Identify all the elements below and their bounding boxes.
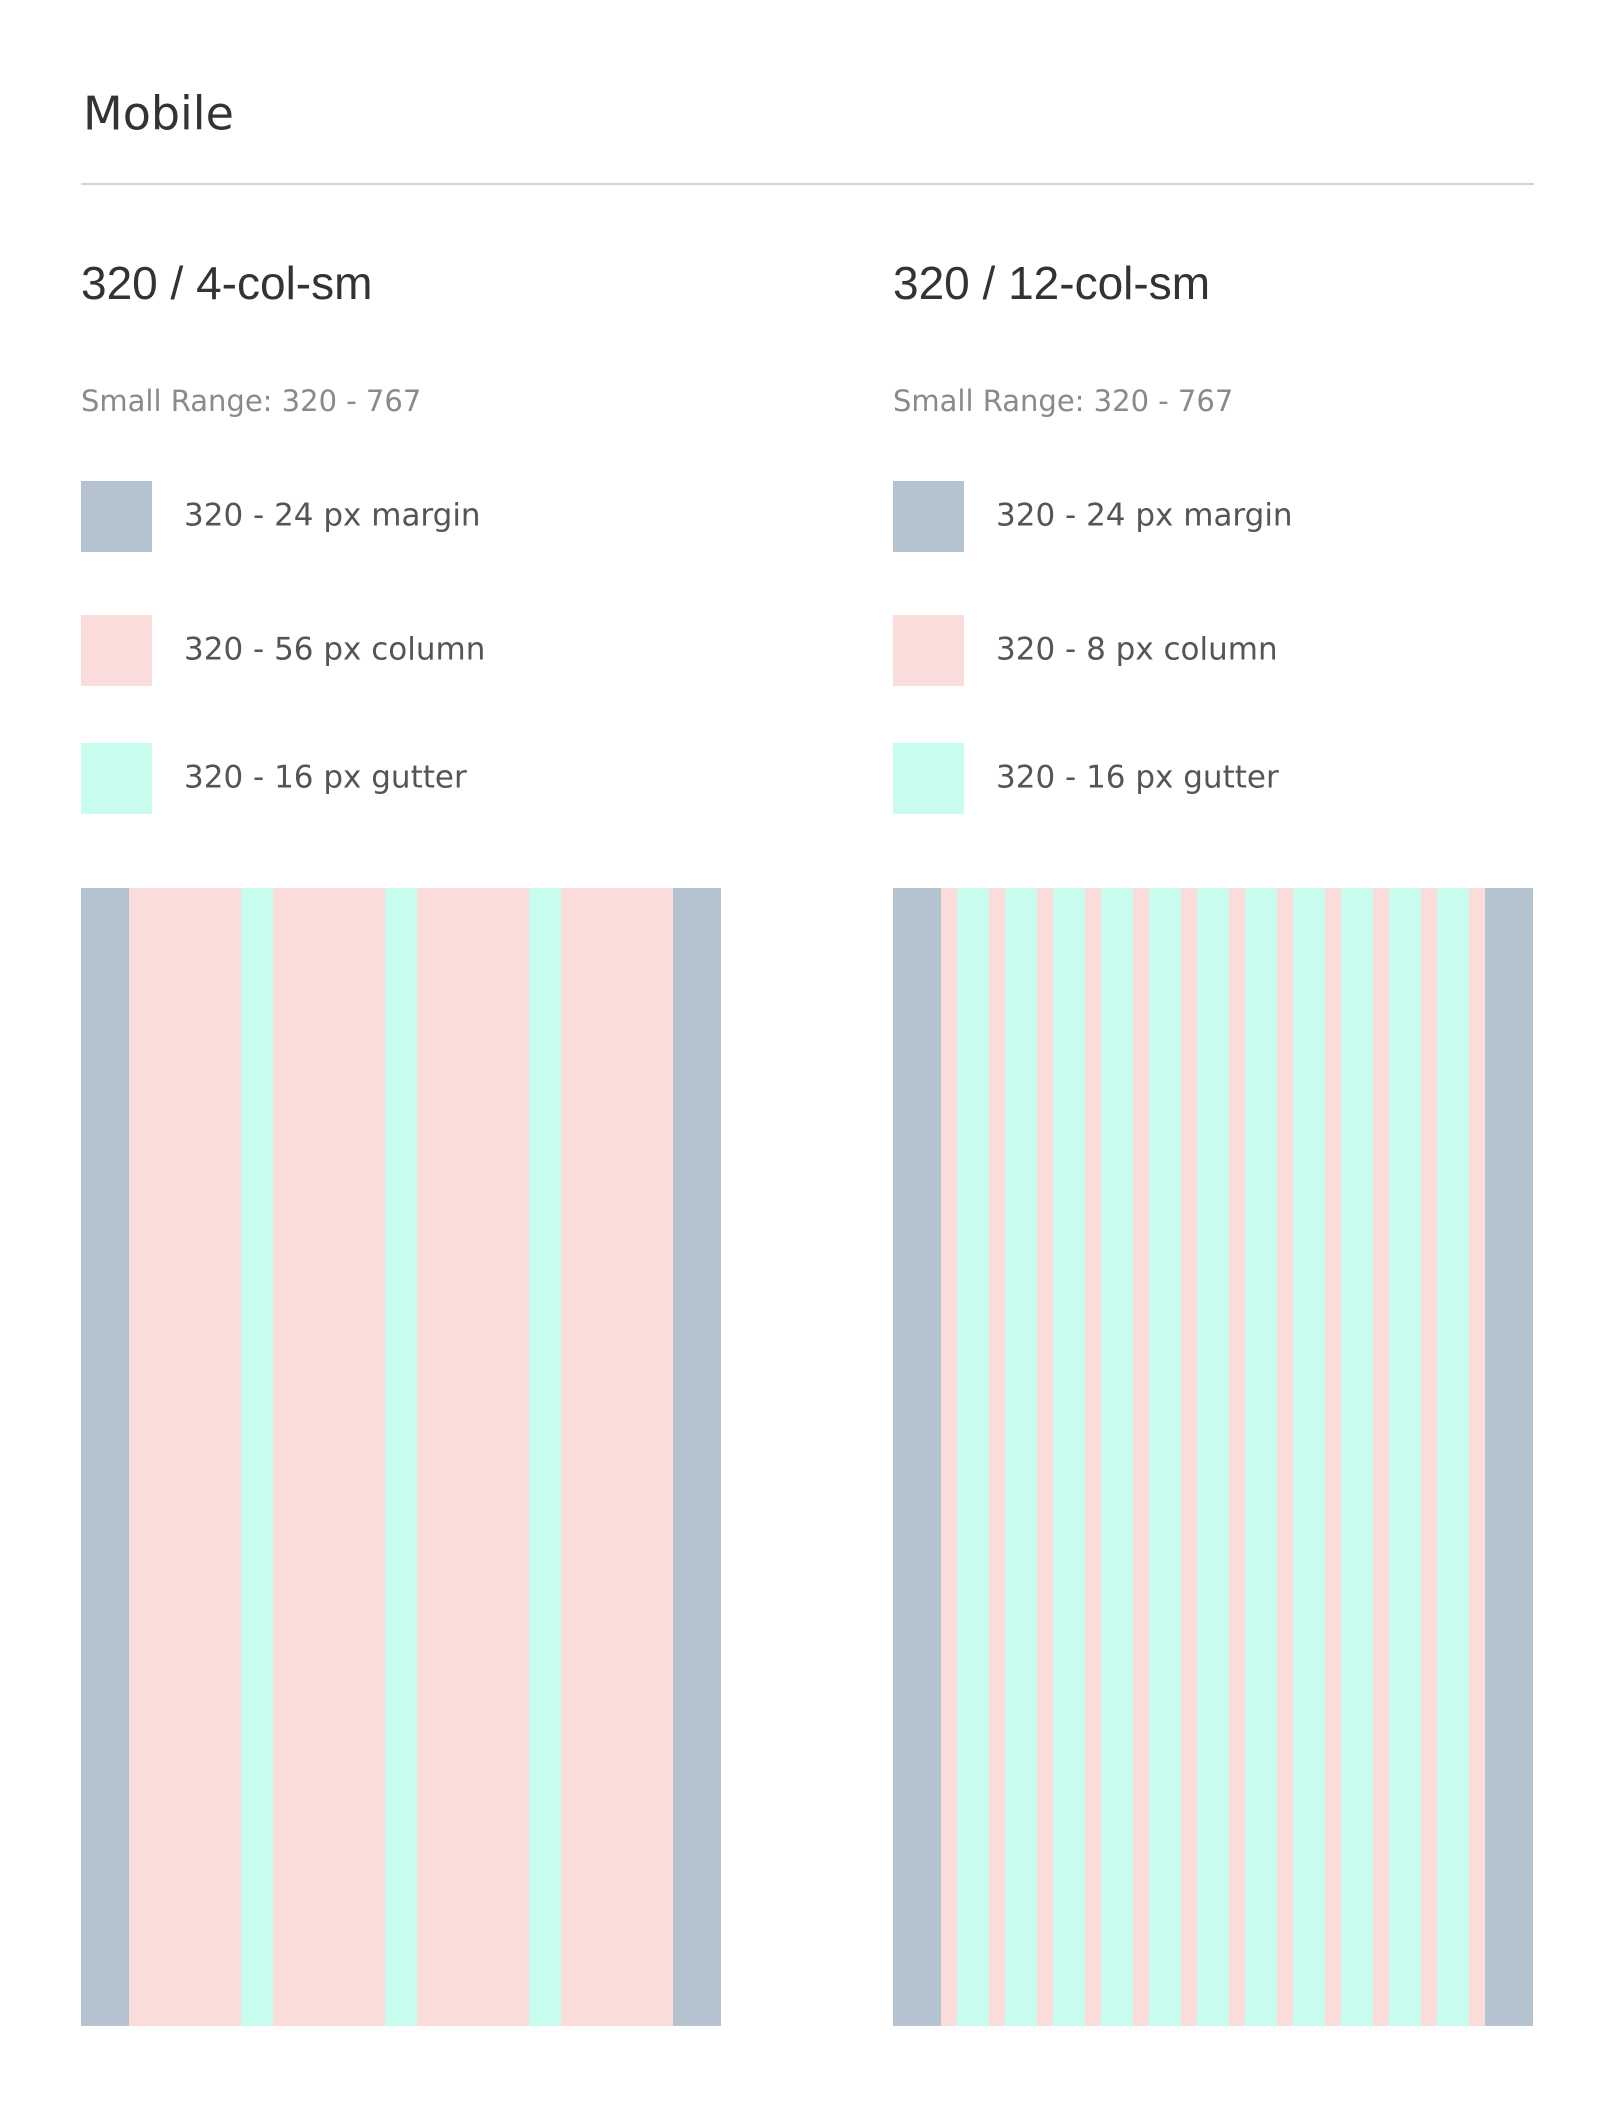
grid-stripe bbox=[957, 888, 989, 2026]
range-text: Small Range: 320 - 767 bbox=[893, 384, 1233, 418]
grid-stripe bbox=[1469, 888, 1485, 2026]
legend-label: 320 - 24 px margin bbox=[184, 498, 481, 534]
grid-stripe bbox=[417, 888, 529, 2026]
grid-stripe bbox=[1181, 888, 1197, 2026]
grid-stripe bbox=[1005, 888, 1037, 2026]
grid-stripe bbox=[81, 888, 129, 2026]
legend-swatch bbox=[893, 481, 964, 552]
legend-label: 320 - 56 px column bbox=[184, 632, 485, 668]
grid-stripe bbox=[1197, 888, 1229, 2026]
grid-stripe bbox=[385, 888, 417, 2026]
grid-stripe bbox=[1085, 888, 1101, 2026]
grid-stripe bbox=[1037, 888, 1053, 2026]
grid-stripe bbox=[941, 888, 957, 2026]
grid-stripe bbox=[989, 888, 1005, 2026]
grid-stripe bbox=[561, 888, 673, 2026]
grid-stripe bbox=[1245, 888, 1277, 2026]
page-title: Mobile bbox=[83, 87, 234, 141]
legend-swatch bbox=[81, 615, 152, 686]
grid-stripe bbox=[1389, 888, 1421, 2026]
grid-stripe bbox=[1373, 888, 1389, 2026]
grid-stripe bbox=[1133, 888, 1149, 2026]
grid-stripe bbox=[129, 888, 241, 2026]
legend-label: 320 - 16 px gutter bbox=[996, 760, 1279, 796]
grid-stripe bbox=[529, 888, 561, 2026]
grid-stripe bbox=[1229, 888, 1245, 2026]
legend-label: 320 - 8 px column bbox=[996, 632, 1278, 668]
grid-stripe bbox=[1421, 888, 1437, 2026]
grid-stripe bbox=[273, 888, 385, 2026]
grid-stripe bbox=[1293, 888, 1325, 2026]
panel-heading: 320 / 4-col-sm bbox=[81, 257, 372, 309]
range-text: Small Range: 320 - 767 bbox=[81, 384, 421, 418]
grid-stripe bbox=[241, 888, 273, 2026]
legend-swatch bbox=[893, 615, 964, 686]
legend-swatch bbox=[893, 743, 964, 814]
grid-stripe bbox=[1341, 888, 1373, 2026]
legend-swatch bbox=[81, 743, 152, 814]
grid-stripe bbox=[1437, 888, 1469, 2026]
grid-stripe bbox=[673, 888, 721, 2026]
grid-stripe bbox=[1149, 888, 1181, 2026]
panel-heading: 320 / 12-col-sm bbox=[893, 257, 1210, 309]
grid-stripe bbox=[1325, 888, 1341, 2026]
grid-stripe bbox=[1485, 888, 1533, 2026]
grid-stripe bbox=[893, 888, 941, 2026]
grid-stripe bbox=[1277, 888, 1293, 2026]
grid-stripe bbox=[1053, 888, 1085, 2026]
legend-label: 320 - 16 px gutter bbox=[184, 760, 467, 796]
legend-swatch bbox=[81, 481, 152, 552]
legend-label: 320 - 24 px margin bbox=[996, 498, 1293, 534]
grid-stripe bbox=[1101, 888, 1133, 2026]
